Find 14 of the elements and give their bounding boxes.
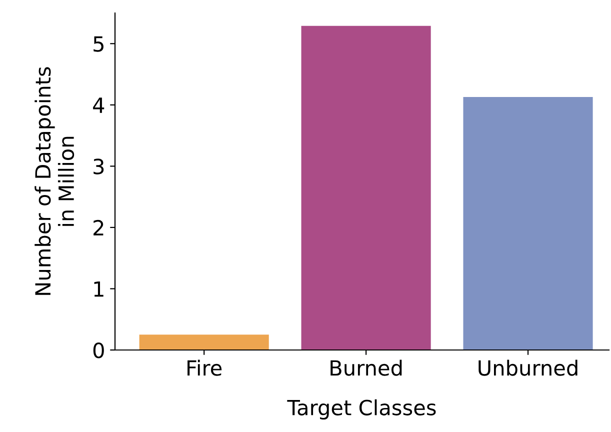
bar	[463, 96, 593, 350]
x-tick-label: Fire	[188, 360, 222, 376]
y-tick-label: 2	[94, 220, 104, 236]
x-tick-label: Burned	[330, 360, 402, 376]
x-axis-title: Target Classes	[287, 399, 436, 420]
y-tick-label: 1	[94, 281, 104, 297]
y-axis-title: Number of Datapoints in Million	[34, 67, 74, 295]
y-tick-label: 5	[94, 36, 104, 52]
bar	[139, 334, 269, 350]
y-tick-label: 0	[93, 342, 104, 358]
bar	[301, 26, 431, 350]
x-tick-label: Unburned	[478, 360, 578, 376]
y-tick-label: 4	[93, 98, 104, 113]
y-tick-label: 3	[94, 158, 104, 174]
